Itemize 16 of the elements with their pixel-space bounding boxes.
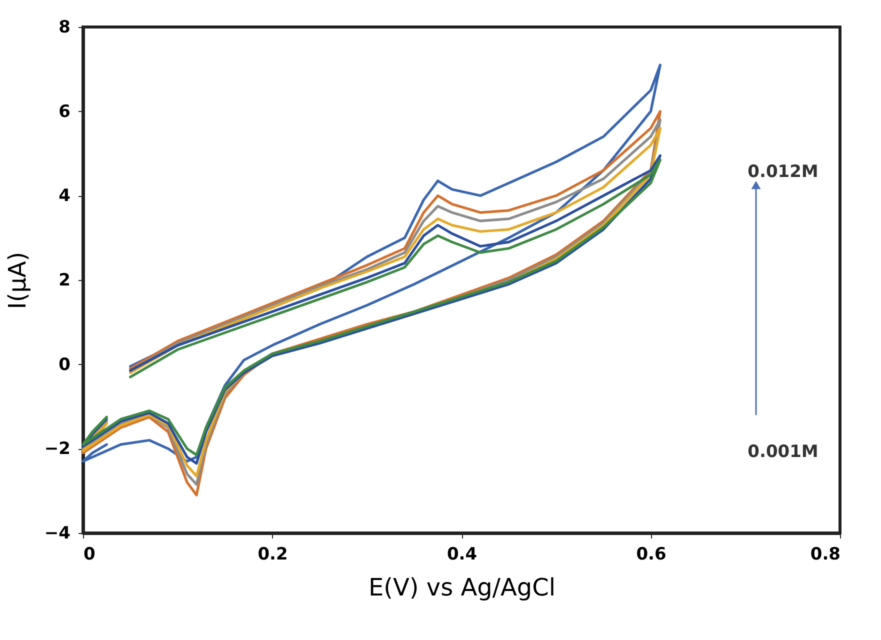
y-tick-label: 8 [58, 18, 70, 38]
x-tick-label: 0 [84, 544, 96, 564]
y-tick-label: −4 [44, 524, 71, 544]
annotation: 0.012M [748, 162, 818, 182]
x-axis-title: E(V) vs Ag/AgCl [368, 574, 556, 602]
x-tick-label: 0.6 [636, 544, 666, 564]
x-tick-label: 0.2 [258, 544, 288, 564]
x-tick-label: 0.4 [446, 544, 478, 564]
y-tick-label: 2 [58, 270, 70, 290]
y-tick-label: −2 [44, 439, 70, 460]
x-tick-label: 0.8 [810, 544, 840, 564]
y-tick-label: 4 [58, 186, 71, 206]
y-tick-label: 6 [58, 102, 70, 122]
y-tick-label: 0 [58, 354, 71, 375]
annotation: 0.001M [748, 442, 818, 462]
y-axis-title: I(μA) [3, 252, 32, 310]
